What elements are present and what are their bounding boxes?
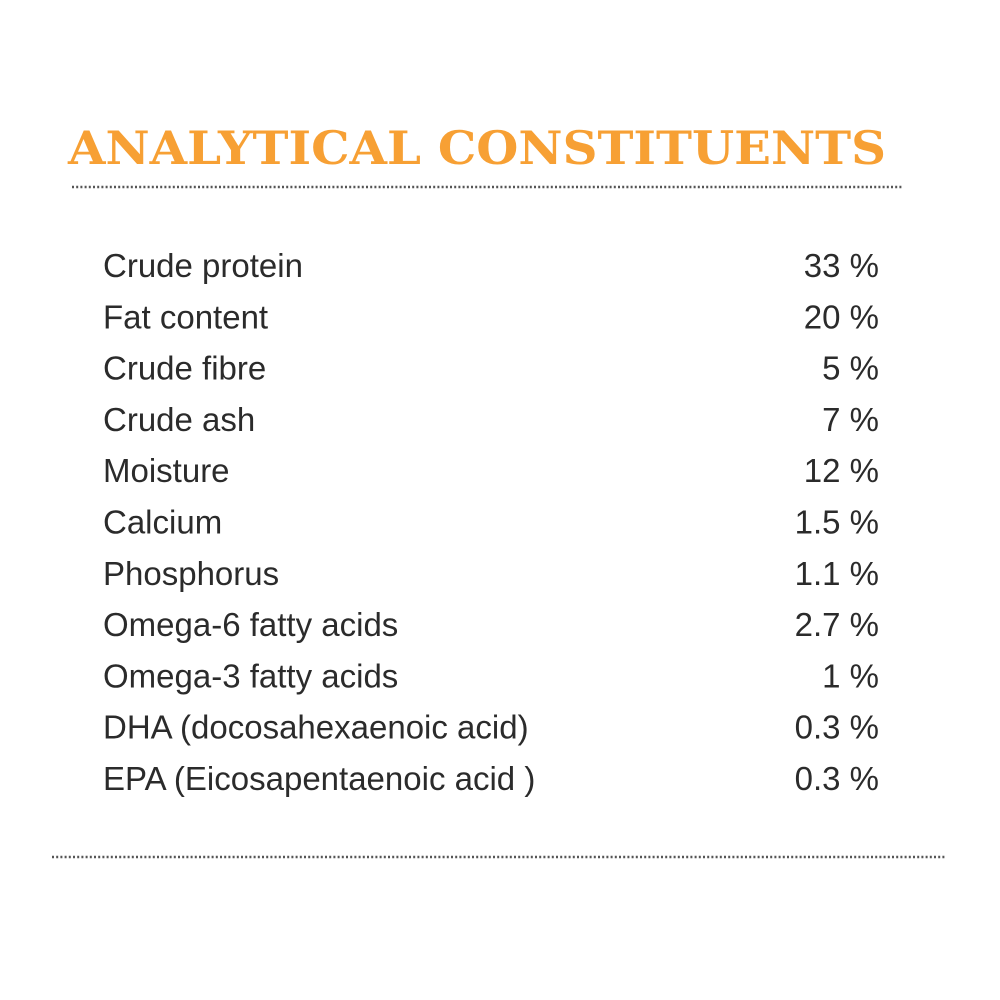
title: ANALYTICAL CONSTITUENTS — [67, 121, 886, 175]
constituent-value: 33 % — [804, 247, 879, 284]
constituent-value: 1.1 % — [795, 555, 879, 592]
constituent-name: Crude fibre — [103, 350, 266, 387]
constituent-value: 2.7 % — [795, 606, 879, 643]
constituent-value: 20 % — [804, 298, 879, 335]
constituent-name: Calcium — [103, 504, 222, 541]
constituent-value: 1.5 % — [795, 504, 879, 541]
constituent-name: Crude ash — [103, 401, 255, 438]
constituents-list: Crude protein 33 % Fat content 20 % Crude fi… — [103, 247, 879, 797]
constituent-name: Omega-3 fatty acids — [103, 657, 398, 694]
constituent-name: Crude protein — [103, 247, 303, 284]
constituent-value: 0.3 % — [795, 760, 879, 797]
constituent-name: Phosphorus — [103, 555, 279, 592]
constituent-name: EPA (Eicosapentaenoic acid ) — [103, 760, 535, 797]
constituent-value: 12 % — [804, 452, 879, 489]
constituent-name: Omega-6 fatty acids — [103, 606, 398, 643]
constituent-value: 5 % — [822, 350, 879, 387]
constituent-value: 7 % — [822, 401, 879, 438]
constituent-value: 0.3 % — [795, 709, 879, 746]
constituent-name: Moisture — [103, 452, 230, 489]
constituent-value: 1 % — [822, 657, 879, 694]
constituent-name: DHA (docosahexaenoic acid) — [103, 709, 529, 746]
constituent-name: Fat content — [103, 298, 268, 335]
